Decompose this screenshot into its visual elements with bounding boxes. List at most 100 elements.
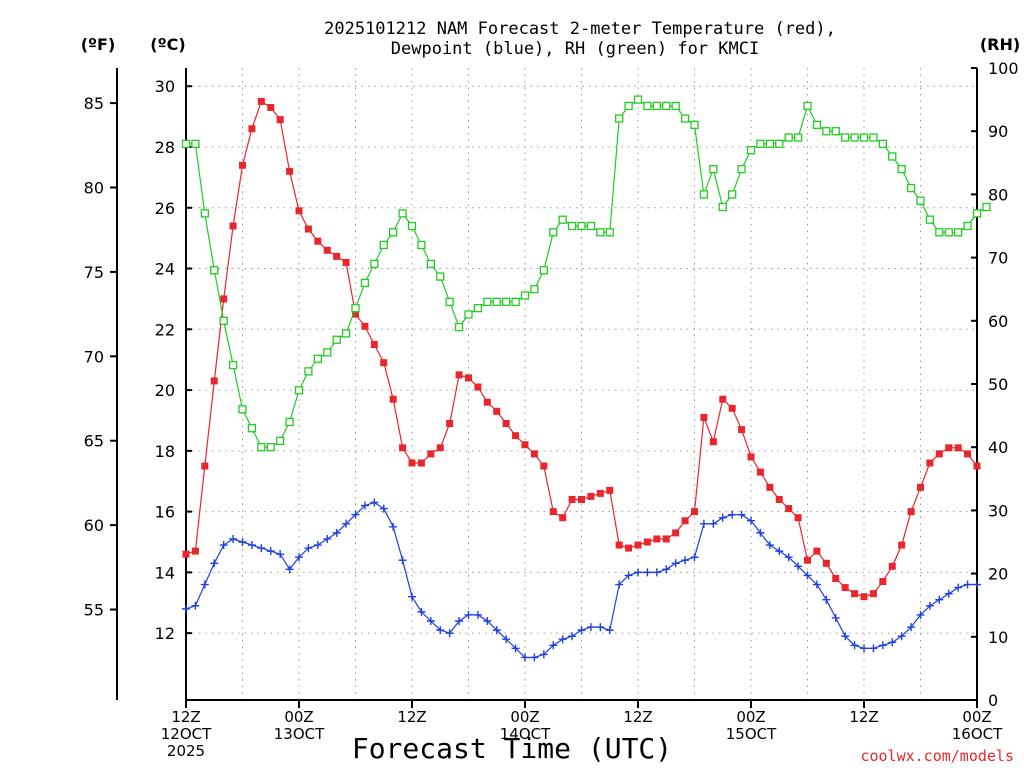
data-point (888, 638, 897, 647)
data-point (398, 209, 407, 218)
data-point (935, 595, 944, 604)
data-point (746, 146, 756, 155)
fahrenheit-tick-label: 80 (84, 179, 104, 198)
fahrenheit-axis-unit: (ºF) (81, 35, 116, 54)
rh-tick-label: 90 (988, 122, 1008, 141)
data-point (869, 590, 877, 598)
data-point (860, 593, 868, 601)
x-tick-label: 12OCT (161, 725, 212, 743)
x-tick-label: 00Z (962, 708, 991, 726)
data-point (229, 222, 237, 230)
x-tick-label: 12Z (171, 708, 200, 726)
data-point (228, 360, 238, 370)
data-point (549, 641, 558, 650)
data-point (841, 584, 849, 592)
celsius-axis-unit: (ºC) (150, 35, 185, 54)
data-point (540, 462, 548, 470)
data-point (822, 127, 831, 136)
data-point (370, 498, 379, 507)
data-point (521, 441, 529, 449)
data-point (719, 395, 727, 403)
data-point (455, 371, 463, 379)
x-tick-label: 12Z (849, 708, 878, 726)
data-point (785, 505, 793, 513)
data-point (257, 544, 266, 553)
data-point (323, 534, 332, 543)
data-point (473, 610, 482, 619)
x-tick-label: 00Z (736, 708, 765, 726)
data-point (680, 114, 690, 123)
data-point (492, 626, 501, 635)
data-point (973, 462, 981, 470)
data-point (210, 377, 218, 385)
data-point (691, 508, 698, 516)
rh-tick-label: 10 (988, 628, 1008, 647)
data-point (247, 541, 256, 550)
data-point (907, 623, 916, 632)
data-point (653, 535, 661, 543)
data-point (586, 221, 596, 231)
data-point (379, 504, 388, 513)
data-point (898, 541, 906, 549)
data-point (474, 383, 482, 391)
data-point (935, 228, 944, 237)
data-point (850, 133, 859, 142)
data-point (832, 574, 840, 582)
data-point (897, 164, 906, 174)
data-point (671, 559, 680, 568)
data-point (916, 196, 925, 205)
data-point (586, 623, 595, 632)
data-point (568, 495, 576, 503)
data-point (690, 553, 699, 562)
data-point (464, 610, 473, 619)
data-point (257, 443, 266, 452)
data-point (464, 310, 473, 319)
data-point (747, 516, 755, 525)
data-point (313, 541, 322, 550)
data-point (342, 519, 351, 528)
data-point (182, 550, 190, 558)
data-point (417, 607, 426, 616)
data-point (267, 104, 275, 111)
data-point (436, 272, 445, 281)
data-point (587, 492, 595, 500)
data-point (963, 221, 972, 231)
data-point (257, 97, 265, 105)
data-point (633, 95, 643, 104)
data-point (276, 550, 285, 559)
rh-axis-unit: (RH) (980, 35, 1020, 54)
data-point (596, 489, 604, 497)
data-point (181, 139, 191, 148)
data-point (803, 571, 812, 580)
data-point (417, 240, 426, 250)
credit-text: coolwx.com/models (860, 747, 1014, 765)
data-point (408, 592, 416, 601)
data-point (427, 450, 435, 458)
fahrenheit-tick-label: 70 (84, 347, 104, 366)
fahrenheit-tick-label: 85 (84, 94, 104, 113)
fahrenheit-tick-label: 65 (84, 432, 104, 451)
data-point (888, 152, 897, 161)
data-point (389, 522, 398, 531)
data-point (643, 538, 651, 546)
data-point (738, 426, 746, 434)
data-point (672, 529, 680, 537)
data-point (851, 590, 859, 598)
data-point (549, 508, 557, 516)
data-point (765, 541, 774, 550)
data-point (822, 559, 830, 567)
fahrenheit-tick-label: 75 (84, 263, 104, 282)
data-point (558, 635, 567, 644)
data-point (652, 568, 661, 577)
data-point (360, 501, 369, 510)
celsius-tick-label: 12 (155, 624, 175, 643)
data-point (294, 386, 304, 395)
chart-title-line-2: Dewpoint (blue), RH (green) for KMCI (391, 39, 759, 59)
data-point (389, 228, 398, 237)
x-tick-label: 2025 (167, 742, 205, 760)
data-point (625, 544, 633, 552)
data-point (530, 450, 538, 458)
data-point (380, 359, 388, 367)
rh-tick-label: 0 (988, 691, 998, 710)
